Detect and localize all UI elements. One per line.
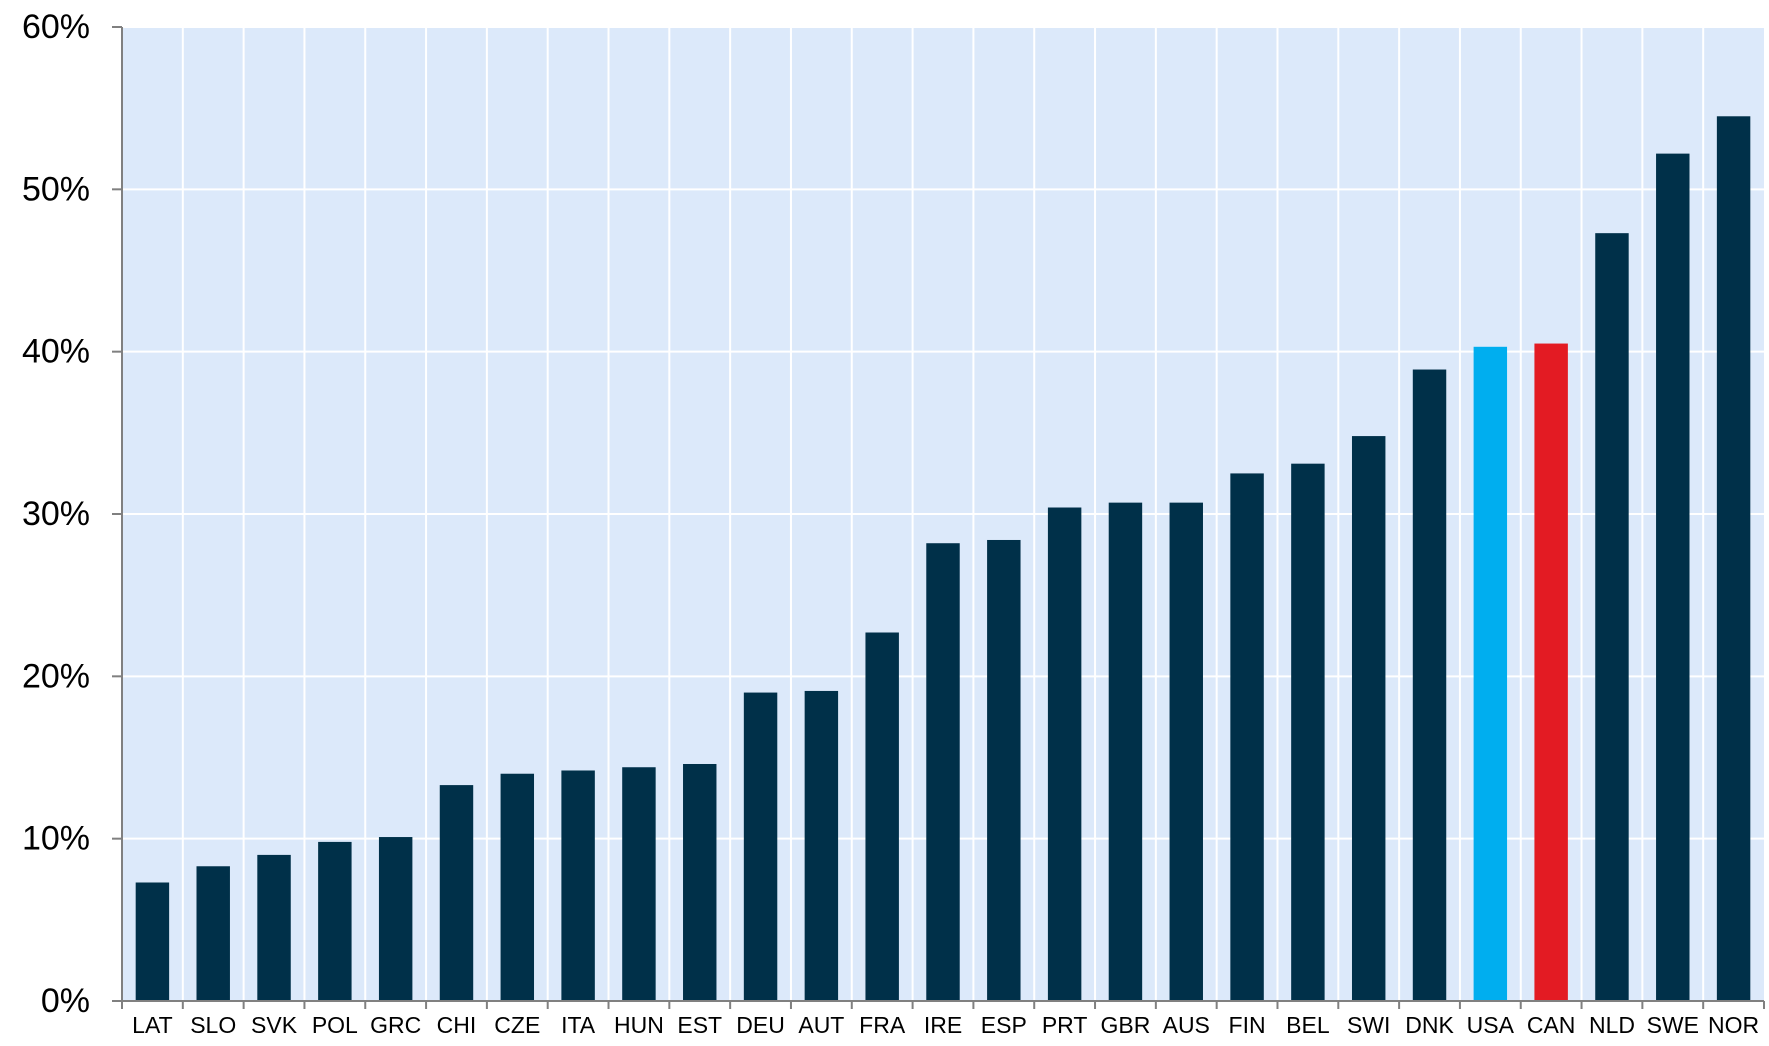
y-tick-label: 20% <box>22 657 90 695</box>
x-tick-label-swe: SWE <box>1647 1012 1699 1038</box>
bar-ire <box>926 543 960 1001</box>
y-tick-label: 10% <box>22 820 90 858</box>
bar-lat <box>135 882 170 1001</box>
x-tick-label-aut: AUT <box>798 1012 844 1038</box>
x-tick-label-gbr: GBR <box>1101 1012 1151 1038</box>
x-tick-label-est: EST <box>677 1012 722 1038</box>
bar-fin <box>1230 473 1264 1002</box>
axes <box>112 26 1765 1009</box>
bar-est <box>683 763 717 1001</box>
y-tick-label: 60% <box>22 8 90 46</box>
bar-fra <box>865 632 899 1001</box>
bar-pol <box>318 841 352 1001</box>
bar-svk <box>257 854 291 1001</box>
x-tick-label-lat: LAT <box>132 1012 172 1038</box>
bar-swe <box>1656 153 1690 1001</box>
x-tick-label-nor: NOR <box>1708 1012 1759 1038</box>
bar-grc <box>378 837 413 1001</box>
x-tick-label-bel: BEL <box>1286 1012 1330 1038</box>
bar-dnk <box>1412 369 1447 1002</box>
bar-ita <box>561 770 595 1001</box>
bar-hun <box>622 767 656 1001</box>
x-tick-label-chi: CHI <box>437 1012 477 1038</box>
bar-gbr <box>1108 502 1143 1001</box>
x-tick-label-svk: SVK <box>251 1012 298 1038</box>
y-tick-label: 40% <box>22 333 90 371</box>
x-tick-label-prt: PRT <box>1042 1012 1088 1038</box>
x-tick-label-ita: ITA <box>561 1012 596 1038</box>
bar-chi <box>439 785 474 1001</box>
x-tick-label-grc: GRC <box>370 1012 421 1038</box>
bar-cze <box>500 773 535 1001</box>
bars <box>135 116 1751 1002</box>
bar-prt <box>1047 507 1082 1001</box>
x-tick-label-fra: FRA <box>859 1012 906 1038</box>
x-tick-label-dnk: DNK <box>1405 1012 1454 1038</box>
x-tick-label-usa: USA <box>1467 1012 1515 1038</box>
x-tick-label-can: CAN <box>1527 1012 1576 1038</box>
bar-swi <box>1351 436 1386 1002</box>
bar-slo <box>196 866 230 1001</box>
gridlines <box>122 26 1764 1001</box>
y-tick-label: 50% <box>22 170 90 208</box>
x-tick-label-cze: CZE <box>494 1012 540 1038</box>
y-tick-labels: 0% 10% 20% 30% 40% 50% 60% <box>22 8 90 1020</box>
x-tick-label-aus: AUS <box>1163 1012 1210 1038</box>
bar-can <box>1534 343 1568 1001</box>
x-tick-label-ire: IRE <box>924 1012 962 1038</box>
x-tick-label-hun: HUN <box>614 1012 664 1038</box>
y-tick-label: 0% <box>41 982 90 1020</box>
x-tick-label-pol: POL <box>312 1012 358 1038</box>
bar-usa <box>1473 346 1508 1002</box>
y-tick-label: 30% <box>22 495 90 533</box>
bar-nor <box>1716 116 1751 1002</box>
x-tick-label-nld: NLD <box>1589 1012 1635 1038</box>
bar-bel <box>1291 463 1325 1002</box>
bar-aus <box>1169 502 1203 1001</box>
x-tick-label-esp: ESP <box>981 1012 1027 1038</box>
bar-nld <box>1595 233 1629 1001</box>
x-tick-labels: LAT SLO SVK POL GRC CHI CZE ITA HUN EST DEU AUT FRA I… <box>132 1012 1759 1038</box>
bar-deu <box>743 692 778 1001</box>
x-tick-label-slo: SLO <box>190 1012 236 1038</box>
bar-aut <box>804 690 839 1001</box>
x-tick-label-fin: FIN <box>1229 1012 1266 1038</box>
x-tick-label-swi: SWI <box>1347 1012 1390 1038</box>
x-tick-label-deu: DEU <box>736 1012 785 1038</box>
bar-esp <box>987 539 1021 1001</box>
